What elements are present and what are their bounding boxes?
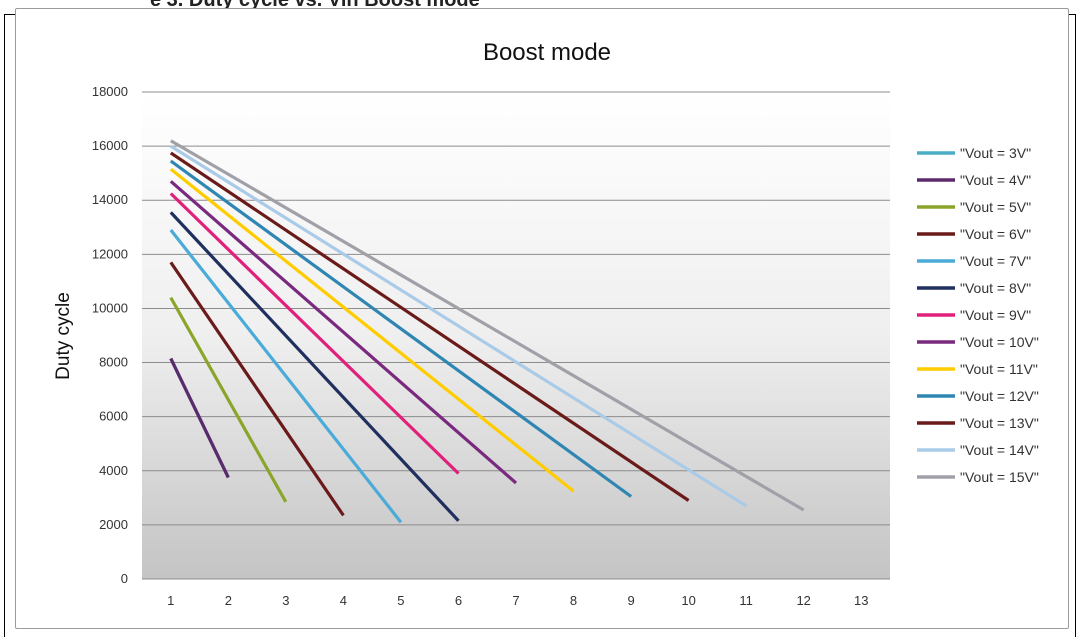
y-tick-label: 10000 xyxy=(92,300,128,315)
legend-label: "Vout = 4V" xyxy=(960,172,1031,188)
series-line xyxy=(169,296,288,503)
y-tick-label: 8000 xyxy=(99,355,128,370)
x-tick-label: 11 xyxy=(739,593,753,608)
series-line xyxy=(169,159,633,498)
legend-label: "Vout = 8V" xyxy=(960,280,1031,296)
y-tick-label: 14000 xyxy=(92,192,128,207)
y-tick-label: 18000 xyxy=(92,84,128,99)
chart-title: Boost mode xyxy=(483,39,611,66)
y-tick-label: 6000 xyxy=(99,409,128,424)
legend-label: "Vout = 13V" xyxy=(960,415,1039,431)
y-tick-label: 4000 xyxy=(99,463,128,478)
x-tick-label: 4 xyxy=(340,593,347,608)
legend-label: "Vout = 5V" xyxy=(960,199,1031,215)
legend-label: "Vout = 14V" xyxy=(960,442,1039,458)
x-tick-label: 9 xyxy=(627,593,634,608)
y-tick-label: 2000 xyxy=(99,517,128,532)
legend-label: "Vout = 11V" xyxy=(960,361,1038,377)
legend-label: "Vout = 15V" xyxy=(960,469,1039,485)
legend-label: "Vout = 12V" xyxy=(960,388,1039,404)
x-tick-label: 13 xyxy=(854,593,868,608)
y-tick-label: 0 xyxy=(121,571,128,586)
x-tick-label: 7 xyxy=(512,593,519,608)
x-tick-label: 12 xyxy=(796,593,810,608)
x-tick-label: 6 xyxy=(455,593,462,608)
x-tick-label: 2 xyxy=(225,593,232,608)
series-line xyxy=(169,261,345,517)
y-tick-label: 16000 xyxy=(92,138,128,153)
series-line xyxy=(169,229,403,524)
series-line xyxy=(169,357,230,479)
legend-label: "Vout = 6V" xyxy=(960,226,1031,242)
y-tick-label: 12000 xyxy=(92,246,128,261)
series-line xyxy=(169,151,690,502)
x-tick-label: 10 xyxy=(681,593,695,608)
series-line xyxy=(169,180,518,485)
figure-caption-fragment: e 3. Duty cycle vs. Vin Boost mode xyxy=(150,0,480,11)
legend-label: "Vout = 3V" xyxy=(960,145,1031,161)
x-tick-label: 1 xyxy=(167,593,174,608)
legend-label: "Vout = 7V" xyxy=(960,253,1031,269)
x-tick-label: 3 xyxy=(282,593,289,608)
series-line xyxy=(169,144,748,508)
series-line xyxy=(169,139,805,512)
y-axis-label: Duty cycle xyxy=(53,292,74,380)
x-tick-label: 8 xyxy=(570,593,577,608)
x-tick-label: 5 xyxy=(397,593,404,608)
series-line xyxy=(169,211,460,522)
legend-label: "Vout = 10V" xyxy=(960,334,1039,350)
series-line xyxy=(169,167,575,493)
series-line xyxy=(169,192,460,475)
plot-area xyxy=(142,92,890,579)
legend-label: "Vout = 9V" xyxy=(960,307,1031,323)
